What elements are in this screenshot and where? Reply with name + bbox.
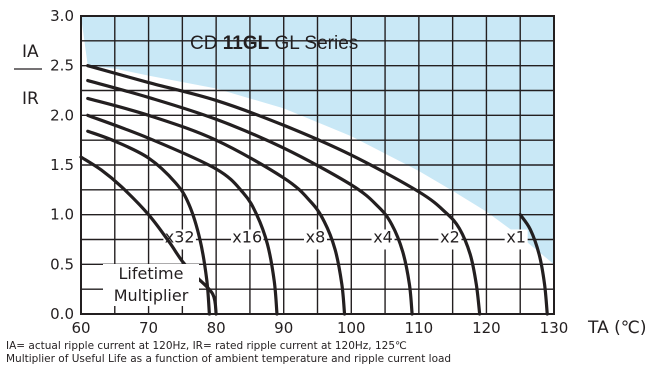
chart-title-suffix: GL Series <box>269 33 358 54</box>
multiplier-label-backdrop <box>504 229 528 250</box>
chart-title: CD 11GL GL Series <box>190 33 358 54</box>
multiplier-label-backdrop <box>230 229 264 250</box>
multiplier-label-x2: x2 <box>440 227 460 246</box>
x-tick-label: 100 <box>337 319 366 337</box>
y-tick-label: 0.0 <box>50 305 74 323</box>
curve-x2 <box>86 64 482 316</box>
footnote-definitions: IA= actual ripple current at 120Hz, IR= … <box>6 340 407 352</box>
y-tick-label: 1.0 <box>50 206 74 224</box>
tick-labels: 60 70 80 90 100 110 120 130 0.0 0.5 1.0 1.5 2.0 2.5 3.… <box>50 7 568 337</box>
curve-x1 <box>518 213 549 316</box>
x-tick-label: 120 <box>472 319 501 337</box>
multiplier-label-backdrop <box>438 229 462 250</box>
y-tick-label: 3.0 <box>50 7 74 25</box>
curve-x16 <box>86 113 279 316</box>
y-tick-label: 2.0 <box>50 106 74 124</box>
multiplier-label-x16: x16 <box>232 227 262 246</box>
x-axis-label: TA (℃) <box>587 318 646 338</box>
curve-x8 <box>86 96 347 316</box>
multiplier-label-backdrop <box>303 229 327 250</box>
footnote-description: Multiplier of Useful Life as a function … <box>6 353 452 365</box>
y-tick-label: 2.5 <box>50 57 74 75</box>
multiplier-label-x32: x32 <box>165 227 195 246</box>
curve-x32 <box>86 129 211 316</box>
annotation-backdrop <box>103 264 199 306</box>
y-tick-label: 1.5 <box>50 156 74 174</box>
x-tick-label: 110 <box>405 319 434 337</box>
multiplier-label-backdrop <box>371 229 395 250</box>
x-tick-label: 70 <box>139 319 158 337</box>
high-ripple-region <box>81 16 554 265</box>
curves <box>79 64 549 316</box>
curve-unlabeled <box>79 155 218 316</box>
annotation-line1: Lifetime <box>119 264 184 283</box>
x-tick-label: 130 <box>540 319 569 337</box>
multiplier-labels: x1 x2 x4 x8 x16 x32 <box>165 227 526 246</box>
chart-title-bold: 11GL <box>223 33 270 54</box>
y-axis-numerator: IA <box>22 42 39 62</box>
plot-frame <box>80 15 555 315</box>
x-tick-label: 80 <box>207 319 226 337</box>
multiplier-label-x1: x1 <box>506 227 526 246</box>
y-axis-denominator: IR <box>22 89 39 109</box>
curve-x4 <box>86 78 414 316</box>
x-tick-label: 60 <box>71 319 90 337</box>
y-tick-label: 0.5 <box>50 255 74 273</box>
annotation-line2: Multiplier <box>114 286 189 305</box>
x-tick-label: 90 <box>274 319 293 337</box>
chart-title-prefix: CD <box>190 33 223 54</box>
multiplier-label-x4: x4 <box>373 227 393 246</box>
multiplier-label-x8: x8 <box>306 227 326 246</box>
